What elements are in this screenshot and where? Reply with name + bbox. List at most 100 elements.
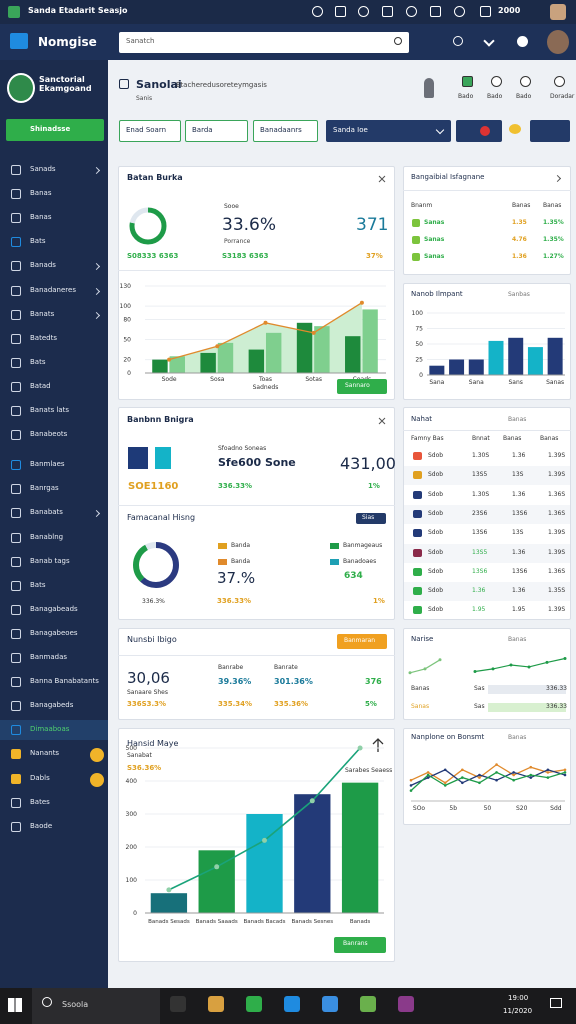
action-icon[interactable] [520,76,531,87]
table-cell: 23S6 [472,509,488,517]
taskbar-app[interactable] [322,996,338,1012]
profile-avatar [7,73,35,103]
taskbar-app[interactable] [360,996,376,1012]
stat-caption: Sfoadno Soneas [218,445,267,452]
menu-item[interactable]: Banats lats [30,406,70,414]
column-header: Banas [503,435,522,442]
arrow-glyph [372,738,384,752]
action-icon[interactable] [554,76,565,87]
table-cell: Sanas [424,219,445,226]
card-link[interactable]: Banas [508,734,527,741]
menu-item[interactable]: Bats [30,357,46,366]
table-cell: 1.39S [548,606,566,614]
column-sub: 335.36% [274,700,309,708]
header-search-btn[interactable] [453,36,463,46]
filter-button[interactable] [253,120,318,142]
menu-item[interactable]: Dabls [30,773,50,782]
filter-label: Sanda Ioe [333,126,368,134]
status-time: 2000 [498,6,521,15]
card-link[interactable]: Banas [508,416,527,423]
search-box[interactable] [119,32,409,53]
table-cell: Sdob [428,606,444,614]
action-icon[interactable] [491,76,502,87]
x-tick-label: Banads Bacads [244,919,286,925]
line-point [263,320,268,325]
taskbar-app[interactable] [170,996,186,1012]
section-button[interactable] [356,513,386,524]
card-link[interactable]: Sanbas [508,291,530,298]
taskbar-app[interactable] [246,996,262,1012]
taskbar-app[interactable] [398,996,414,1012]
bar [152,359,168,373]
menu-item[interactable]: Baode [30,821,53,830]
action-label: Doradar [550,93,575,100]
menu-item[interactable]: Sanads [30,165,56,173]
bar [200,352,216,373]
filter-toggle[interactable] [530,120,570,142]
menu-item[interactable]: Banas [30,213,52,222]
menu-item[interactable]: Banats [30,309,55,318]
row-icon [413,490,422,499]
filter-button[interactable] [326,120,451,142]
menu-item[interactable]: Banagabeds [30,701,74,710]
taskbar-search-icon [42,997,52,1007]
taskbar-app[interactable] [284,996,300,1012]
filter-button[interactable] [119,120,181,142]
taskbar-search-text: Ssoola [62,1000,89,1009]
menu-item[interactable]: Banmadas [30,653,68,661]
taskbar-notify[interactable] [550,998,562,1008]
menu-item[interactable]: Dimaaboas [30,725,70,734]
x-tick-label: Toas [258,376,272,383]
legend-swatch [330,543,339,549]
menu-item[interactable]: Bates [30,797,50,806]
menu-item[interactable]: Bats [30,580,46,589]
action-icon[interactable] [462,76,473,87]
taskbar-app[interactable] [208,996,224,1012]
start-button[interactable] [8,998,22,1012]
menu-item[interactable]: Bats [30,237,46,246]
menu-item[interactable]: Banabats [30,508,63,517]
donut-segment [133,542,179,588]
taskbar-search[interactable] [32,988,160,1024]
menu-item[interactable]: Banablng [30,532,64,541]
menu-item[interactable]: Banadaneres [30,285,76,294]
menu-item[interactable]: Banas [30,189,52,198]
card-link[interactable]: Banas [508,636,527,643]
menu-item[interactable]: Banads [30,261,56,270]
bar [265,332,282,373]
bar [248,349,265,373]
series-point [563,771,567,774]
header-avatar[interactable] [547,30,569,54]
menu-item[interactable]: Banna Banabatants [30,677,99,686]
table-cell: Sdob [428,471,444,479]
menu-item[interactable]: Banagabeoes [30,628,78,637]
series-point [409,784,413,787]
menu-item[interactable]: Batad [30,381,51,390]
x-tick-label: Sosa [210,376,225,383]
budget-square [155,447,171,469]
card-button[interactable] [334,937,386,953]
menu-item[interactable]: Banmlaes [30,460,65,469]
card-button[interactable] [337,379,387,394]
table-cell: Sdob [428,587,444,595]
bar [341,782,379,913]
filter-button[interactable] [185,120,248,142]
row-icon [413,606,422,615]
change-right: 1% [368,482,380,490]
menu-item[interactable]: Banabeots [30,430,68,439]
sidebar-button[interactable] [6,119,104,141]
menu-item[interactable]: Banrgas [30,484,59,493]
menu-item[interactable]: Banagabeads [30,604,78,613]
table-cell: 13S6 [472,529,488,537]
action-person [424,78,434,98]
header-bell[interactable] [517,36,528,47]
card-divider [118,505,395,506]
menu-item[interactable]: Batedts [30,333,57,342]
card-button[interactable] [337,634,387,649]
status-icon [406,6,417,17]
filter-action[interactable] [456,120,502,142]
menu-item[interactable]: Nanants [30,749,60,758]
bar [508,337,524,375]
menu-item[interactable]: Banab tags [30,556,70,565]
growth-value: S36.36% [127,764,162,772]
